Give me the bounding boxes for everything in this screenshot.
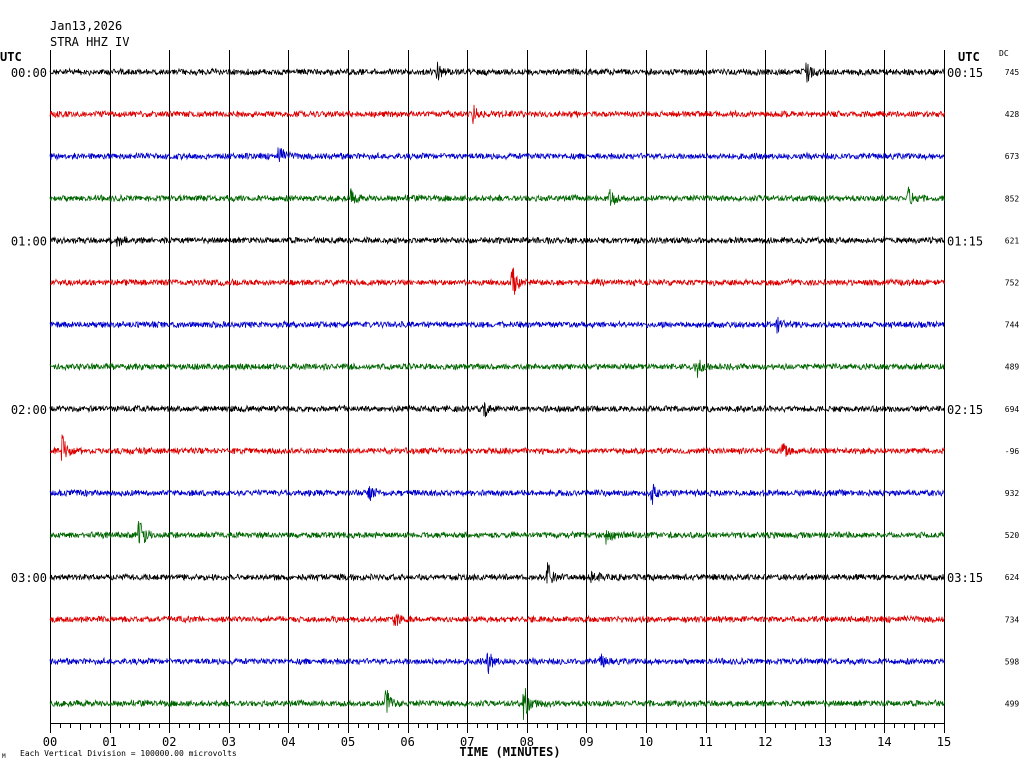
x-tick-label: 13: [818, 735, 832, 749]
x-tick-label: 00: [43, 735, 57, 749]
right-utc-label: UTC: [958, 50, 980, 64]
time-labels: 00:00 00:15 745 428 673 852 01:00 01:15 621 752 74…: [11, 66, 1020, 709]
dc-offset-label: 744: [1005, 321, 1020, 330]
trace-row-0: [49, 61, 945, 83]
x-tick-label: 01: [102, 735, 116, 749]
trace-row-15: [49, 688, 945, 721]
grid: [50, 50, 945, 723]
trace-row-4: [49, 235, 945, 247]
seismic-traces: [49, 61, 945, 721]
x-tick-label: 09: [579, 735, 593, 749]
row-start-time-label: 02:00: [11, 403, 47, 417]
dc-offset-label: 428: [1005, 110, 1020, 119]
row-end-time-label: 00:15: [947, 66, 983, 80]
row-start-time-label: 01:00: [11, 234, 47, 248]
x-axis-title: TIME (MINUTES): [459, 745, 560, 759]
dc-offset-label: 752: [1005, 279, 1020, 288]
dc-offset-label: 624: [1005, 573, 1020, 582]
station-code: STRA HHZ IV: [50, 35, 130, 49]
dc-offset-label: 598: [1005, 657, 1020, 666]
dc-offset-label: 489: [1005, 363, 1020, 372]
dc-offset-label: 621: [1005, 236, 1020, 245]
dc-offset-label: 520: [1005, 531, 1020, 540]
x-tick-label: 07: [460, 735, 474, 749]
dc-offset-label: 673: [1005, 152, 1020, 161]
dc-offset-label: 932: [1005, 489, 1020, 498]
trace-row-11: [49, 521, 945, 545]
x-tick-label: 14: [877, 735, 891, 749]
x-tick-label: 05: [341, 735, 355, 749]
trace-row-1: [49, 104, 945, 124]
x-tick-label: 11: [698, 735, 712, 749]
x-tick-label: 08: [520, 735, 534, 749]
trace-row-2: [49, 147, 945, 163]
x-axis: 00 01 02 03 04 05 06 07 08 09 10 11 12 13 14 15 TIME (MI…: [43, 723, 951, 759]
trace-row-8: [49, 401, 945, 418]
trace-row-7: [49, 359, 945, 378]
trace-row-14: [49, 652, 945, 674]
trace-row-10: [49, 483, 945, 505]
dc-offset-label: 694: [1005, 405, 1020, 414]
dc-offset-label: 852: [1005, 194, 1020, 203]
x-tick-label: 15: [937, 735, 951, 749]
trace-row-6: [49, 316, 945, 334]
trace-row-9: [49, 434, 945, 461]
row-start-time-label: 00:00: [11, 66, 47, 80]
dc-column-label: DC: [999, 49, 1009, 58]
row-start-time-label: 03:00: [11, 571, 47, 585]
trace-row-3: [49, 186, 945, 206]
plot-date: Jan13,2026: [50, 19, 123, 33]
footer-mark: M: [2, 753, 6, 760]
trace-row-5: [49, 267, 945, 295]
row-end-time-label: 03:15: [947, 571, 983, 585]
trace-row-12: [49, 562, 945, 584]
trace-row-13: [49, 613, 945, 626]
dc-offset-label: 734: [1005, 615, 1020, 624]
row-end-time-label: 01:15: [947, 234, 983, 248]
dc-offset-label: 499: [1005, 700, 1020, 709]
x-tick-label: 02: [162, 735, 176, 749]
dc-offset-label: -96: [1005, 447, 1020, 456]
row-end-time-label: 02:15: [947, 403, 983, 417]
x-tick-label: 06: [400, 735, 414, 749]
x-tick-label: 10: [639, 735, 653, 749]
x-tick-label: 12: [758, 735, 772, 749]
left-utc-label: UTC: [0, 50, 22, 64]
vertical-division-note: Each Vertical Division = 100000.00 micro…: [20, 749, 237, 758]
x-tick-label: 04: [281, 735, 295, 749]
dc-offset-label: 745: [1005, 68, 1020, 77]
x-tick-label: 03: [222, 735, 236, 749]
